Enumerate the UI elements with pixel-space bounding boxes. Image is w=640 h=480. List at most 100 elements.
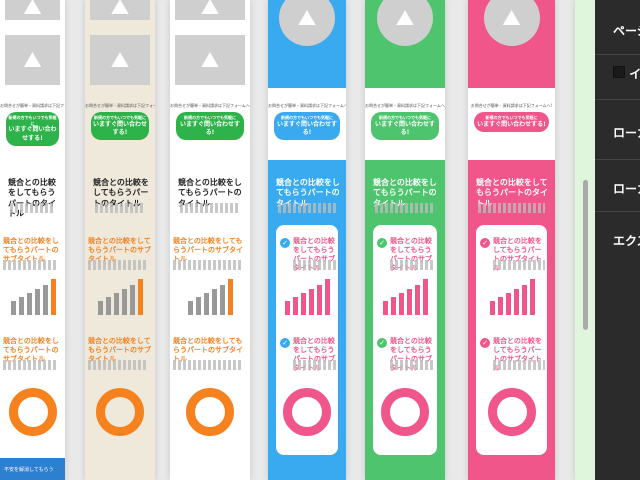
bar <box>293 297 298 315</box>
donut-chart <box>8 388 57 436</box>
checkbox[interactable] <box>613 66 625 78</box>
bar <box>513 289 519 315</box>
bar-chart <box>489 275 535 315</box>
bar <box>10 301 16 315</box>
text-placeholder <box>173 360 243 370</box>
text-placeholder <box>95 203 145 213</box>
side-menu-panel: ページ イ ローカ ローカ エクス <box>595 0 640 480</box>
text-placeholder <box>10 203 55 213</box>
bar <box>34 289 40 315</box>
cta-small-text: 新規の方でもいつでも気軽に <box>379 115 431 120</box>
text-placeholder <box>3 260 58 270</box>
bar <box>122 289 127 315</box>
bar <box>42 285 48 315</box>
bar <box>407 289 412 315</box>
check-icon: ✓ <box>377 238 387 248</box>
bar <box>317 285 322 315</box>
bar <box>521 285 527 315</box>
cta-button[interactable]: 新規の方でもいつでも気軽に いますぐ問い合わせする! <box>91 112 149 141</box>
bar <box>204 293 209 315</box>
menu-item-local-1[interactable]: ローカ <box>595 100 640 160</box>
image-placeholder-icon: ⛰ <box>5 35 60 85</box>
donut-chart <box>283 388 331 436</box>
menu-label: ローカ <box>613 182 640 196</box>
bar <box>415 285 420 315</box>
section-subtitle: 競合との比較をしてもらうパートのサブタイトル <box>88 337 151 363</box>
text-placeholder <box>278 203 336 213</box>
template-thumbnail[interactable]: ⛰ お問合せが簡単・資料請求は下記フォームへ! 新規の方でもいつでも気軽に いますぐ問… <box>468 0 555 480</box>
cta-button[interactable]: 新規の方でもいつでも気軽に いますぐ問い合わせする! <box>176 112 244 141</box>
template-thumbnail[interactable]: ⛰ ⛰ お問合せが簡単・資料請求は下記フォームへ! 新規の方でもいつでも気軽にいますぐ… <box>0 0 65 480</box>
cta-button[interactable]: 新規の方でもいつでも気軽に いますぐ問い合わせする! <box>474 112 549 132</box>
template-thumbnail[interactable]: ⛰ ⛰ お問合せが簡単・資料請求は下記フォームへ! 新規の方でもいつでも気軽にいますぐ… <box>170 0 250 480</box>
cta-button[interactable]: 新規の方でもいつでも気軽に いますぐ問い合わせする! <box>371 112 439 141</box>
bar <box>391 297 396 315</box>
cta-button[interactable]: 新規の方でもいつでも気軽に いますぐ問い合わせする! <box>274 112 340 141</box>
text-placeholder <box>293 360 336 370</box>
menu-item-local-2[interactable]: ローカ <box>595 160 640 212</box>
text-placeholder <box>493 360 545 370</box>
template-thumbnail[interactable]: ⛰ ⛰ お問合せが簡単・資料請求は下記フォームへ! 新規の方でもいつでも気軽にいますぐ… <box>85 0 155 480</box>
image-placeholder-icon: ⛰ <box>90 0 150 20</box>
section-title: 競合との比較をしてもらうパートのタイトル <box>8 178 56 219</box>
cta-main-text: いますぐ問い合わせする! <box>276 120 337 136</box>
text-placeholder <box>88 260 148 270</box>
donut-chart <box>381 388 429 436</box>
cta-lead-text: お問合せが簡単・資料請求は下記フォームへ! <box>470 103 553 108</box>
cta-small-text: 新規の方でもいつでも気軽に <box>8 115 57 126</box>
text-placeholder <box>375 203 435 213</box>
menu-checkbox-row[interactable]: イ <box>595 55 640 100</box>
bar <box>188 301 193 315</box>
bar <box>505 293 511 315</box>
footer-text: 不安を解消してもらう <box>4 467 54 473</box>
bar <box>285 301 290 315</box>
bar-chart <box>10 275 56 315</box>
cta-button[interactable]: 新規の方でもいつでも気軽に いますぐ問い合わせする! <box>6 112 59 146</box>
image-placeholder-icon: ⛰ <box>377 0 433 46</box>
image-placeholder-icon: ⛰ <box>483 0 540 46</box>
bar <box>228 279 233 315</box>
bar-chart <box>383 275 428 315</box>
cta-main-text: いますぐ問い合わせする! <box>179 120 240 136</box>
bar-chart <box>285 275 330 315</box>
bar <box>325 279 330 315</box>
section-subtitle: 競合との比較をしてもらうパートのサブタイトル <box>173 237 243 263</box>
menu-item-page[interactable]: ページ <box>595 0 640 55</box>
cta-lead-text: お問合せが簡単・資料請求は下記フォームへ! <box>365 103 445 108</box>
text-placeholder <box>293 260 336 270</box>
bar <box>106 297 111 315</box>
cta-lead-text: お問合せが簡単・資料請求は下記フォームへ! <box>85 103 155 108</box>
donut-chart <box>186 388 234 436</box>
cta-small-text: 新規の方でもいつでも気軽に <box>281 115 333 120</box>
text-placeholder <box>173 260 243 270</box>
image-placeholder-icon: ⛰ <box>90 35 150 85</box>
check-icon: ✓ <box>280 338 290 348</box>
check-icon: ✓ <box>480 238 490 248</box>
menu-label: エクス <box>613 234 640 248</box>
bar <box>50 279 56 315</box>
bar <box>212 289 217 315</box>
bar <box>114 293 119 315</box>
menu-item-export[interactable]: エクス <box>595 212 640 272</box>
menu-label: ページ <box>613 24 640 38</box>
bar <box>497 297 503 315</box>
cta-small-text: 新規の方でもいつでも気軽に <box>184 115 236 120</box>
template-thumbnail[interactable]: ⛰ お問合せが簡単・資料請求は下記フォームへ! 新規の方でもいつでも気軽に いますぐ問… <box>365 0 445 480</box>
scrollbar[interactable] <box>583 180 588 330</box>
bar <box>98 301 103 315</box>
footer-bar: 不安を解消してもらう <box>0 458 65 480</box>
template-thumbnail[interactable]: ⛰ お問合せが簡単・資料請求は下記フォームへ! 新規の方でもいつでも気軽に いますぐ問… <box>268 0 346 480</box>
bar <box>309 289 314 315</box>
image-placeholder-icon: ⛰ <box>175 0 245 20</box>
section-subtitle: 競合との比較をしてもらうパートのサブタイトル <box>3 337 59 363</box>
checkbox-label: イ <box>629 67 640 81</box>
cta-lead-text: お問合せが簡単・資料請求は下記フォームへ! <box>170 103 250 108</box>
text-placeholder <box>493 260 545 270</box>
check-icon: ✓ <box>280 238 290 248</box>
section-subtitle: 競合との比較をしてもらうパートのサブタイトル <box>173 337 243 363</box>
text-placeholder <box>3 360 58 370</box>
donut-chart <box>96 388 144 436</box>
bar <box>26 293 32 315</box>
text-placeholder <box>180 203 240 213</box>
donut-chart <box>487 388 536 436</box>
